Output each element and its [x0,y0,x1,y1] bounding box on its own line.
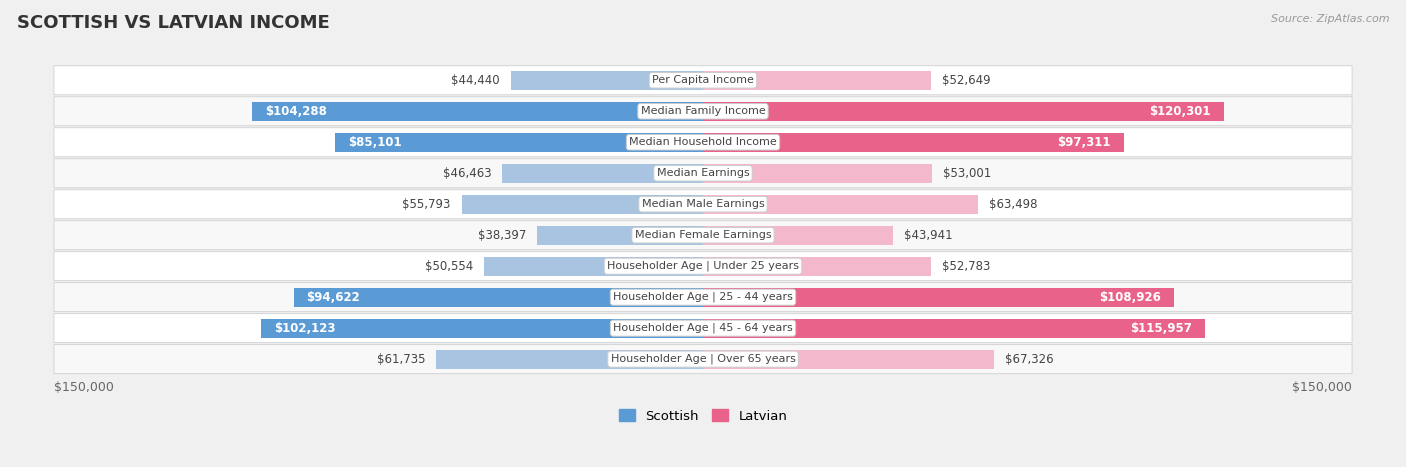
Text: $63,498: $63,498 [988,198,1038,211]
Text: Median Female Earnings: Median Female Earnings [634,230,772,240]
Bar [703,288,1174,307]
FancyBboxPatch shape [53,97,1353,126]
FancyBboxPatch shape [53,190,1353,219]
Bar [484,256,703,276]
Text: $52,783: $52,783 [942,260,991,273]
Bar [703,226,893,245]
Bar [703,318,1205,338]
Text: $97,311: $97,311 [1057,136,1111,149]
Text: $150,000: $150,000 [1292,382,1353,395]
Text: Median Earnings: Median Earnings [657,168,749,178]
FancyBboxPatch shape [53,159,1353,188]
Bar [537,226,703,245]
Text: $55,793: $55,793 [402,198,451,211]
Text: $115,957: $115,957 [1130,322,1192,335]
Bar [294,288,703,307]
Text: $61,735: $61,735 [377,353,425,366]
Bar [703,133,1123,152]
FancyBboxPatch shape [53,252,1353,281]
Text: Householder Age | 25 - 44 years: Householder Age | 25 - 44 years [613,292,793,303]
Bar [703,163,932,183]
Text: Per Capita Income: Per Capita Income [652,75,754,85]
Text: $85,101: $85,101 [347,136,401,149]
Bar [262,318,703,338]
FancyBboxPatch shape [53,128,1353,157]
Bar [335,133,703,152]
Legend: Scottish, Latvian: Scottish, Latvian [613,404,793,428]
Text: Median Male Earnings: Median Male Earnings [641,199,765,209]
Bar [703,102,1223,121]
Bar [436,349,703,369]
Text: $44,440: $44,440 [451,74,501,87]
Text: $50,554: $50,554 [425,260,474,273]
Text: Householder Age | 45 - 64 years: Householder Age | 45 - 64 years [613,323,793,333]
Text: Median Family Income: Median Family Income [641,106,765,116]
FancyBboxPatch shape [53,221,1353,250]
Text: $150,000: $150,000 [53,382,114,395]
Bar [703,349,994,369]
Text: $38,397: $38,397 [478,229,526,242]
Text: $104,288: $104,288 [264,105,326,118]
Text: $108,926: $108,926 [1099,290,1161,304]
Text: $46,463: $46,463 [443,167,491,180]
FancyBboxPatch shape [53,314,1353,343]
Text: $43,941: $43,941 [904,229,953,242]
Text: $53,001: $53,001 [943,167,991,180]
Bar [703,256,931,276]
Bar [252,102,703,121]
Bar [502,163,703,183]
FancyBboxPatch shape [53,283,1353,311]
Text: $67,326: $67,326 [1005,353,1053,366]
Text: $94,622: $94,622 [307,290,360,304]
Bar [510,71,703,90]
Bar [703,71,931,90]
Text: Householder Age | Over 65 years: Householder Age | Over 65 years [610,354,796,364]
Text: $52,649: $52,649 [942,74,990,87]
Bar [461,195,703,214]
Text: $120,301: $120,301 [1149,105,1211,118]
Text: Source: ZipAtlas.com: Source: ZipAtlas.com [1271,14,1389,24]
FancyBboxPatch shape [53,345,1353,374]
Text: SCOTTISH VS LATVIAN INCOME: SCOTTISH VS LATVIAN INCOME [17,14,329,32]
Text: $102,123: $102,123 [274,322,336,335]
FancyBboxPatch shape [53,66,1353,95]
Text: Median Household Income: Median Household Income [628,137,778,147]
Text: Householder Age | Under 25 years: Householder Age | Under 25 years [607,261,799,271]
Bar [703,195,977,214]
